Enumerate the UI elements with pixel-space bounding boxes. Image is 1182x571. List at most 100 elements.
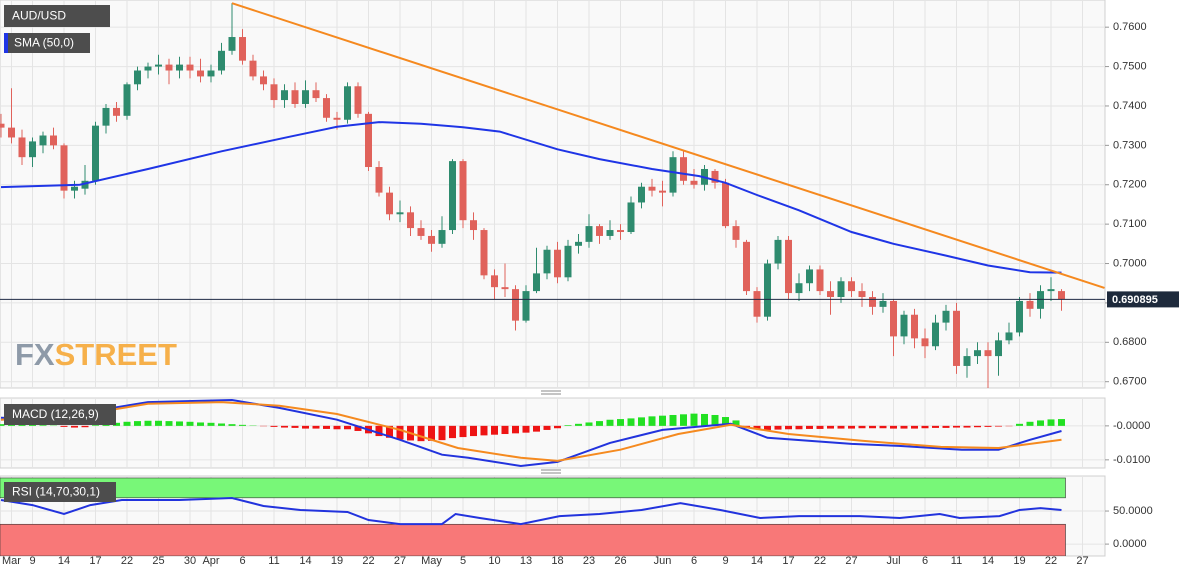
histogram-bar bbox=[1047, 419, 1055, 426]
candle-body bbox=[974, 350, 981, 357]
histogram-bar bbox=[302, 425, 309, 429]
histogram-bar bbox=[984, 425, 992, 427]
candle-body bbox=[837, 281, 845, 298]
x-tick-label: 11 bbox=[268, 555, 279, 567]
x-tick-label: 6 bbox=[239, 555, 245, 567]
candle-body bbox=[564, 245, 572, 278]
last-price-label: 0.690895 bbox=[1112, 294, 1158, 306]
legend-box bbox=[4, 5, 110, 27]
candle-body bbox=[491, 275, 498, 288]
histogram-bar bbox=[92, 425, 99, 426]
x-tick-label: 6 bbox=[922, 555, 928, 567]
candle-body bbox=[806, 269, 813, 284]
candle-body bbox=[428, 235, 435, 244]
histogram-bar bbox=[134, 421, 141, 426]
histogram-bar bbox=[428, 425, 435, 441]
histogram-bar bbox=[827, 425, 834, 429]
histogram-bar bbox=[176, 421, 183, 426]
candle-body bbox=[197, 70, 204, 77]
candle-body bbox=[155, 64, 162, 67]
histogram-bar bbox=[732, 420, 740, 426]
candle-body bbox=[543, 249, 551, 274]
candle-body bbox=[60, 145, 68, 191]
candle-body bbox=[1026, 300, 1034, 309]
histogram-bar bbox=[155, 420, 162, 426]
histogram-bar bbox=[396, 425, 404, 440]
candle-body bbox=[375, 167, 383, 193]
histogram-bar bbox=[711, 414, 719, 426]
candle-body bbox=[732, 226, 740, 240]
x-tick-label: 10 bbox=[488, 555, 500, 567]
histogram-bar bbox=[417, 425, 425, 442]
histogram-bar bbox=[890, 425, 897, 429]
x-tick-label: 27 bbox=[1076, 555, 1088, 567]
candle-body bbox=[627, 202, 635, 233]
candle-body bbox=[470, 220, 477, 231]
candle-body bbox=[995, 340, 1002, 357]
x-tick-label: Jul bbox=[886, 555, 900, 567]
candle-body bbox=[176, 64, 183, 71]
histogram-bar bbox=[197, 422, 204, 426]
candle-body bbox=[144, 66, 152, 71]
candle-body bbox=[396, 212, 404, 215]
candle-body bbox=[249, 60, 257, 77]
candle-body bbox=[449, 161, 456, 231]
histogram-bar bbox=[1058, 419, 1065, 426]
histogram-bar bbox=[795, 425, 803, 430]
macd-title: MACD (12,26,9) bbox=[12, 407, 99, 421]
x-tick-label: 27 bbox=[394, 555, 406, 567]
histogram-bar bbox=[491, 425, 498, 435]
candle-body bbox=[764, 263, 771, 317]
candle-body bbox=[417, 228, 425, 236]
candle-body bbox=[1037, 291, 1044, 309]
candle-body bbox=[669, 157, 677, 193]
panel-handle bbox=[541, 390, 561, 474]
histogram-bar bbox=[239, 424, 246, 426]
candle-body bbox=[512, 289, 519, 321]
y-tick-label: 0.7400 bbox=[1113, 100, 1147, 112]
histogram-bar bbox=[921, 425, 929, 429]
candle-body bbox=[291, 90, 299, 104]
x-tick-label: Apr bbox=[202, 555, 219, 567]
histogram-bar bbox=[627, 418, 635, 426]
x-tick-label: 5 bbox=[460, 555, 466, 567]
histogram-bar bbox=[386, 425, 393, 438]
candle-body bbox=[617, 230, 624, 233]
histogram-bar bbox=[585, 422, 593, 426]
candle-body bbox=[911, 314, 918, 339]
histogram-bar bbox=[39, 425, 47, 426]
x-tick-label: Jun bbox=[654, 555, 672, 567]
candle-body bbox=[606, 230, 614, 236]
rsi-line bbox=[0, 496, 1062, 526]
histogram-bar bbox=[575, 423, 582, 426]
candle-body bbox=[501, 287, 509, 290]
y-tick-label: -0.0000 bbox=[1113, 420, 1150, 432]
candle-body bbox=[795, 283, 803, 294]
histogram-bar bbox=[354, 425, 362, 431]
y-tick-label: 50.0000 bbox=[1113, 505, 1153, 517]
candle-body bbox=[753, 291, 761, 317]
y-tick-label: 0.7000 bbox=[1113, 257, 1147, 269]
axes: Mar 9 14 17 22 25 30 Apr 6 11 14 19 22 27 May 5 10 13 18 23… bbox=[0, 21, 1179, 567]
y-tick-label: -0.0100 bbox=[1113, 454, 1150, 466]
candle-body bbox=[743, 241, 750, 292]
histogram-bar bbox=[270, 425, 278, 427]
x-tick-label: 9 bbox=[29, 555, 35, 567]
legend-box bbox=[4, 33, 90, 53]
candle-body bbox=[648, 186, 656, 191]
x-tick-label: 23 bbox=[583, 555, 595, 567]
histogram-bar bbox=[1016, 423, 1023, 426]
histogram-bar bbox=[333, 425, 341, 430]
candle-body bbox=[302, 90, 309, 104]
histogram-bar bbox=[113, 422, 120, 426]
histogram-bar bbox=[501, 425, 509, 435]
histogram-bar bbox=[690, 413, 698, 426]
candle-body bbox=[407, 212, 414, 229]
candle-body bbox=[1016, 300, 1023, 333]
x-tick-label: 14 bbox=[299, 555, 311, 567]
histogram-bar bbox=[29, 424, 36, 426]
candle-body bbox=[480, 230, 488, 276]
histogram-bar bbox=[911, 425, 918, 429]
candle-body bbox=[1058, 291, 1065, 300]
histogram-bar bbox=[638, 417, 645, 426]
